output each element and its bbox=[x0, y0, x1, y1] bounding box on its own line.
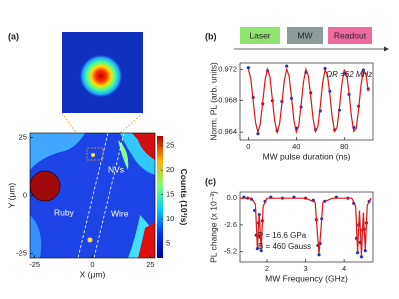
x-tick-label: 0 bbox=[246, 142, 250, 151]
zoom-line bbox=[102, 112, 144, 149]
annotation: B = 460 Gauss bbox=[258, 242, 311, 251]
colorbar-label: Counts (10³/s) bbox=[179, 169, 189, 226]
data-point bbox=[246, 65, 251, 70]
colorbar bbox=[157, 136, 163, 258]
y-tick-label: 0.964 bbox=[218, 127, 237, 136]
map-annotation: Ruby bbox=[54, 207, 75, 217]
y-tick-label: 0 bbox=[23, 190, 27, 199]
data-point bbox=[284, 64, 289, 69]
y-tick-label: -5.2 bbox=[224, 247, 237, 256]
y-tick-label: -25 bbox=[16, 248, 27, 257]
y-tick-label: 25 bbox=[19, 133, 27, 142]
y-axis-label: PL change (x 10⁻³) bbox=[208, 191, 218, 263]
fit-line bbox=[240, 197, 372, 256]
y-tick-label: 0.972 bbox=[218, 64, 237, 73]
nv-spot bbox=[79, 54, 123, 98]
x-tick-label: 25 bbox=[146, 260, 154, 269]
panel-label: (a) bbox=[8, 31, 19, 41]
sequence-label: MW bbox=[297, 30, 312, 40]
panel-label: (b) bbox=[205, 31, 217, 41]
annotation: P = 16.6 GPa bbox=[258, 231, 307, 240]
pl-map bbox=[30, 133, 155, 258]
x-tick-label: 3 bbox=[303, 264, 307, 273]
zoom-box bbox=[86, 147, 104, 161]
plot-frame bbox=[239, 191, 374, 263]
y-tick-label: 0.0 bbox=[227, 193, 237, 202]
y-tick-label: -2.6 bbox=[224, 220, 237, 229]
y-axis-label: Y (μm) bbox=[6, 183, 16, 209]
sequence-box bbox=[328, 27, 372, 44]
plot-frame bbox=[239, 62, 374, 141]
sequence-box bbox=[240, 27, 280, 44]
x-axis-label: MW pulse duration (ns) bbox=[263, 151, 351, 161]
sequence-label: Laser bbox=[249, 30, 270, 40]
arrow-head bbox=[384, 46, 389, 52]
x-tick-label: 0 bbox=[90, 260, 94, 269]
colorbar-tick-label: 25 bbox=[166, 141, 174, 150]
annotation: ΩR =62 MHz bbox=[326, 70, 372, 79]
y-tick-label: 0.968 bbox=[218, 96, 237, 105]
sequence-box bbox=[287, 27, 323, 44]
x-tick-label: -25 bbox=[29, 260, 40, 269]
x-tick-label: 4 bbox=[342, 264, 346, 273]
x-tick-label: 80 bbox=[340, 142, 348, 151]
map-annotation: NVs bbox=[108, 164, 124, 174]
y-axis-label: Norm. PL (arb. units) bbox=[208, 62, 218, 141]
x-axis-label: X (μm) bbox=[80, 269, 106, 279]
x-tick-label: 40 bbox=[292, 142, 300, 151]
panel-label: (c) bbox=[205, 176, 216, 186]
fit-line bbox=[247, 66, 369, 135]
x-axis-label: MW Frequency (GHz) bbox=[265, 273, 348, 283]
colorbar-tick-label: 20 bbox=[166, 165, 174, 174]
sequence-label: Readout bbox=[334, 30, 367, 40]
colorbar-tick-label: 15 bbox=[166, 190, 174, 199]
x-tick-label: 2 bbox=[265, 264, 269, 273]
colorbar-tick-label: 5 bbox=[166, 238, 170, 247]
map-annotation: Wire bbox=[111, 208, 129, 218]
colorbar-tick-label: 10 bbox=[166, 214, 174, 223]
